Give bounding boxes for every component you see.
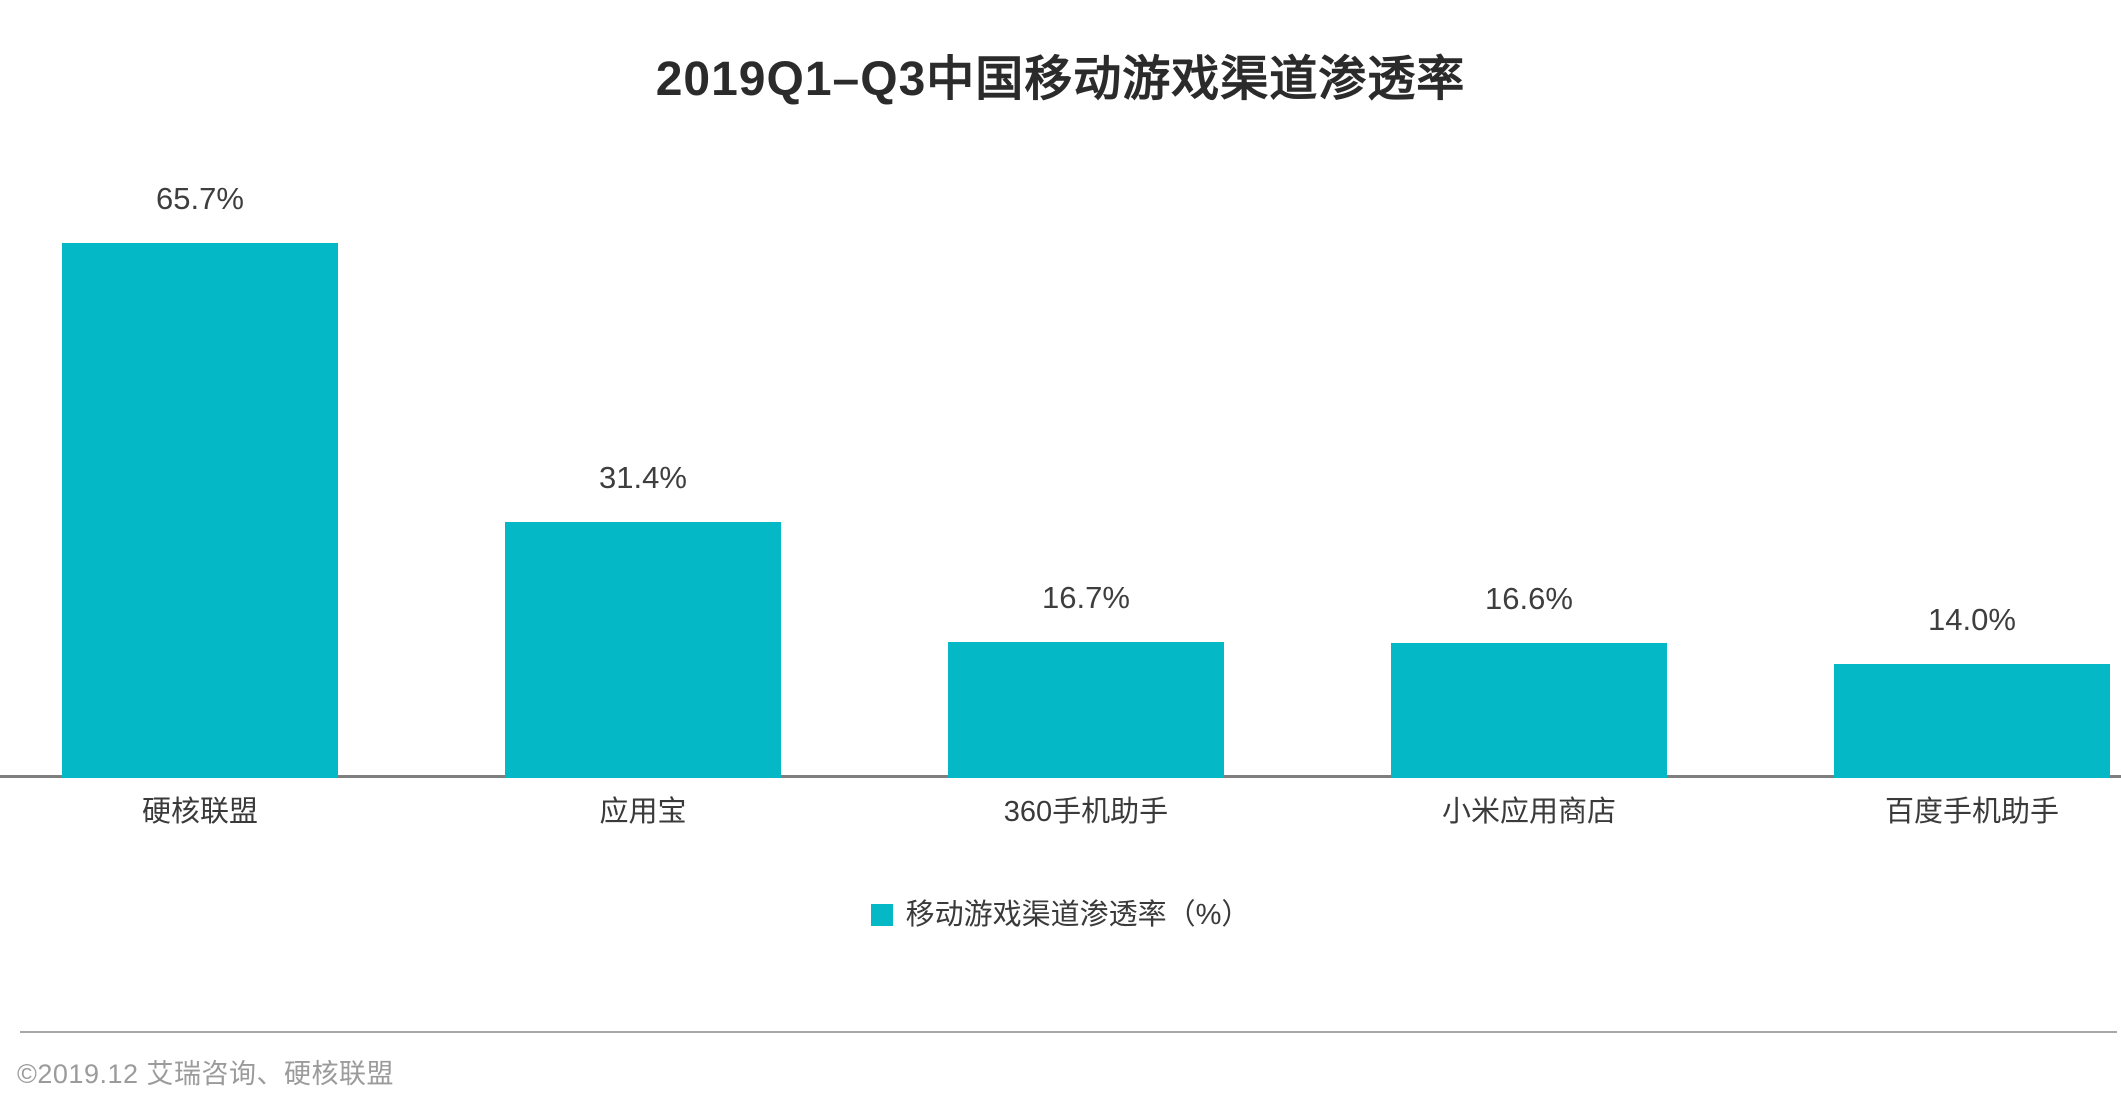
- plot-area: 65.7% 31.4% 16.7% 16.6% 14.0%: [0, 181, 2121, 778]
- bar-value-label: 16.6%: [1485, 581, 1573, 617]
- x-axis-label: 应用宝: [599, 796, 687, 828]
- bar-value-label: 65.7%: [156, 181, 244, 217]
- x-axis-label: 360手机助手: [1003, 796, 1169, 828]
- bar: [505, 522, 781, 778]
- x-axis-labels: 硬核联盟 应用宝 360手机助手 小米应用商店 百度手机助手: [0, 781, 2121, 851]
- source-note: ©2019.12 艾瑞咨询、硬核联盟: [17, 1059, 394, 1089]
- legend-swatch-icon: [870, 904, 893, 927]
- bar-value-label: 31.4%: [599, 460, 687, 496]
- legend-label: 移动游戏渠道渗透率（%）: [905, 899, 1251, 931]
- footer-divider: [20, 1031, 2117, 1033]
- bar: [1834, 664, 2110, 778]
- bar-value-label: 16.7%: [1042, 580, 1130, 616]
- bar: [948, 642, 1224, 778]
- bar: [62, 243, 338, 778]
- x-axis-label: 小米应用商店: [1441, 796, 1616, 828]
- legend[interactable]: 移动游戏渠道渗透率（%）: [0, 898, 2121, 933]
- chart-title: 2019Q1–Q3中国移动游戏渠道渗透率: [655, 53, 1466, 106]
- x-axis-label: 硬核联盟: [141, 796, 258, 828]
- bar: [1391, 643, 1667, 778]
- bar-value-label: 14.0%: [1928, 602, 2016, 638]
- x-axis-label: 百度手机助手: [1884, 796, 2059, 828]
